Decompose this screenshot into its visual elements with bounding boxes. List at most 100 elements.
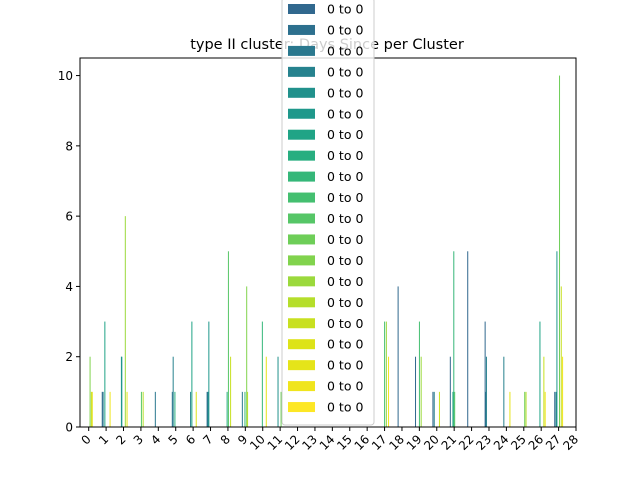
bar [244, 391, 246, 427]
legend-label: 0 to 0 [327, 253, 363, 268]
x-tick-label: 8 [218, 432, 233, 447]
bar [154, 391, 156, 427]
legend-label: 0 to 0 [327, 400, 363, 415]
legend-label: 0 to 0 [327, 295, 363, 310]
bar [121, 356, 123, 427]
bar [418, 321, 420, 427]
legend-swatch [288, 213, 315, 224]
bar [454, 391, 456, 427]
x-tick-label: 2 [113, 432, 128, 447]
bar [467, 251, 469, 427]
bar [485, 356, 487, 427]
bar [227, 251, 229, 427]
bar [191, 321, 193, 427]
bars-layer [89, 75, 564, 427]
bar [397, 286, 399, 427]
legend: 0 to 0 0 to 0 0 to 0 0 to 0 0 to 0 0 to 0 0 to… [281, 0, 375, 426]
bar [556, 251, 558, 427]
bar [126, 391, 128, 427]
x-tick-label: 5 [166, 432, 181, 447]
bar [432, 391, 434, 427]
bar [124, 216, 126, 427]
legend-label: 0 to 0 [327, 379, 363, 394]
bar [555, 391, 557, 427]
legend-swatch [288, 24, 315, 35]
bar [280, 391, 282, 427]
bar [539, 321, 541, 427]
legend-swatch [288, 234, 315, 245]
bar [433, 391, 435, 427]
legend-swatch [288, 150, 315, 161]
bar [453, 251, 455, 427]
legend-label: 0 to 0 [327, 232, 363, 247]
bar [226, 391, 228, 427]
x-tick-label: 28 [560, 432, 581, 453]
bar [104, 321, 106, 427]
legend-swatch [288, 45, 315, 56]
bar [449, 356, 451, 427]
bar [385, 321, 387, 427]
bar [543, 356, 545, 427]
legend-swatch [288, 255, 315, 266]
legend-swatch [288, 297, 315, 308]
bar [261, 321, 263, 427]
bar [89, 356, 91, 427]
x-tick-label: 4 [148, 432, 163, 447]
legend-label: 0 to 0 [327, 148, 363, 163]
bar [415, 356, 417, 427]
legend-swatch [288, 276, 315, 287]
bar [241, 391, 243, 427]
legend-label: 0 to 0 [327, 358, 363, 373]
bar [438, 391, 440, 427]
legend-label: 0 to 0 [327, 316, 363, 331]
bar [560, 286, 562, 427]
bar [544, 391, 546, 427]
bar [190, 391, 192, 427]
legend-swatch [288, 360, 315, 371]
y-tick-label: 2 [65, 350, 73, 364]
legend-swatch [288, 192, 315, 203]
legend-label: 0 to 0 [327, 22, 363, 37]
bar [484, 321, 486, 427]
bar [171, 391, 173, 427]
legend-swatch [288, 402, 315, 413]
bar [174, 391, 176, 427]
x-tick-label: 0 [79, 432, 94, 447]
bar [509, 391, 511, 427]
legend-swatch [288, 381, 315, 392]
bar [554, 391, 556, 427]
legend-label: 0 to 0 [327, 43, 363, 58]
bar [559, 75, 561, 427]
x-tick-label: 7 [200, 432, 215, 447]
bar [140, 391, 142, 427]
legend-label: 0 to 0 [327, 106, 363, 121]
legend-label: 0 to 0 [327, 274, 363, 289]
bar [230, 356, 232, 427]
bar [452, 391, 454, 427]
bar [142, 391, 144, 427]
legend-swatch [288, 4, 315, 14]
legend-label: 0 to 0 [327, 190, 363, 205]
legend-label: 0 to 0 [327, 211, 363, 226]
x-tick-label: 6 [183, 432, 198, 447]
y-tick-label: 6 [65, 210, 73, 224]
bar [91, 391, 93, 427]
legend-label: 0 to 0 [327, 85, 363, 100]
bar [265, 356, 267, 427]
bar [388, 356, 390, 427]
bar [101, 391, 103, 427]
legend-swatch [288, 108, 315, 119]
bar [384, 321, 386, 427]
legend-swatch [288, 171, 315, 182]
bar [102, 391, 104, 427]
legend-label: 0 to 0 [327, 64, 363, 79]
legend-swatch [288, 129, 315, 140]
y-tick-label: 4 [65, 280, 73, 294]
legend-label: 0 to 0 [327, 169, 363, 184]
bar [195, 391, 197, 427]
bar [524, 391, 526, 427]
bar [109, 391, 111, 427]
y-tick-label: 8 [65, 139, 73, 153]
